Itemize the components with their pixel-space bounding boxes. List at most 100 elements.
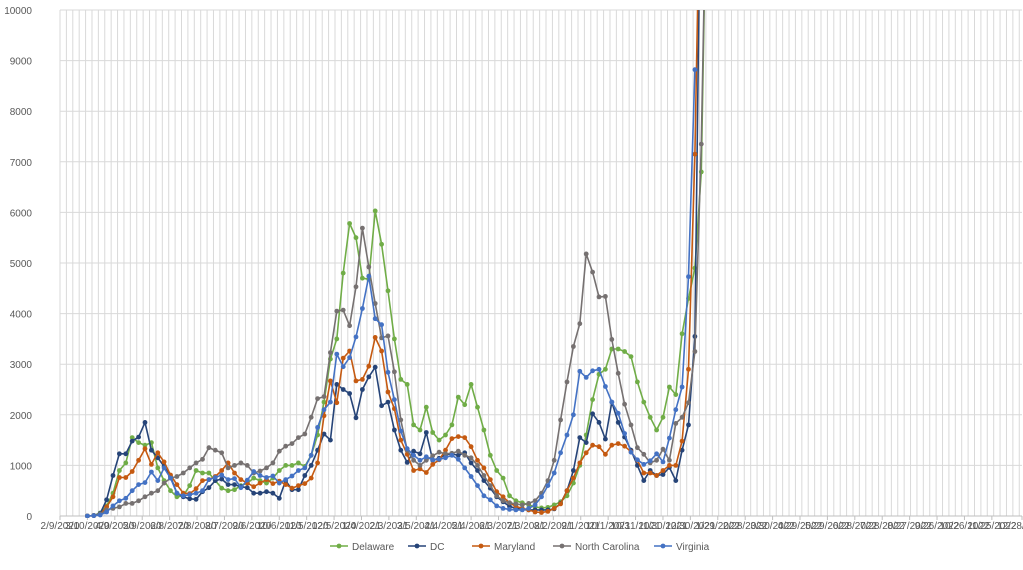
data-point [635,379,640,385]
data-point [417,466,423,472]
data-point [673,392,679,397]
data-point [532,498,538,504]
data-point [155,488,161,494]
data-point [449,436,455,441]
data-point [155,478,161,483]
legend-label: North Carolina [575,542,640,553]
data-point [481,473,487,478]
x-tick-label: 11/30/2021 [638,521,688,532]
data-point [129,488,135,494]
data-point [660,414,666,420]
data-point [328,399,333,405]
data-point [667,463,672,468]
data-point [398,447,404,453]
legend: Delaware DC Maryland North Carolina Virginia [330,542,710,553]
data-point [679,438,685,444]
data-point [372,335,378,340]
data-point [539,510,544,515]
data-point [596,294,602,300]
data-point [475,468,480,473]
data-point [545,483,551,488]
data-point [289,463,295,468]
data-point [200,470,205,476]
data-point [564,432,570,438]
data-point [487,483,493,488]
data-point [372,208,378,214]
data-point [654,451,659,457]
y-tick-label: 9000 [10,57,33,68]
data-point [136,498,142,504]
data-point [654,473,659,478]
data-point [251,484,257,490]
data-point [551,470,557,476]
x-tick-label: 2/3/2021 [369,521,408,532]
series-north-carolina [85,10,705,518]
data-point [500,494,506,500]
data-point [321,431,327,437]
data-point [289,441,295,446]
x-tick-label: 3/30/2022 [750,521,795,532]
data-point [436,456,442,462]
data-point [596,444,602,450]
data-point [372,364,378,370]
data-point [641,470,647,476]
data-point [392,369,397,375]
data-point [577,460,583,466]
data-point [443,447,448,453]
legend-marker [478,543,484,549]
legend-marker [660,543,666,549]
data-point [321,394,327,399]
data-point [686,400,691,406]
data-point [571,475,576,481]
y-tick-label: 2000 [10,411,33,422]
data-point [347,391,352,396]
data-point [577,368,583,374]
data-point [296,487,301,493]
x-tick-label: 11/25/2022 [967,521,1017,532]
x-tick-label: 12/5/2020 [312,521,357,532]
data-point [475,404,480,410]
data-point [622,349,627,354]
y-tick-label: 8000 [10,107,33,118]
series-delaware [85,10,705,518]
series-dc [85,10,700,518]
data-point [129,435,135,440]
data-point [206,445,212,451]
data-point [360,225,365,231]
legend-entry: North Carolina [553,542,640,553]
data-point [590,442,595,448]
data-point [436,449,442,455]
data-point [129,501,135,506]
data-point [692,265,698,271]
data-point [423,470,429,475]
data-point [507,507,512,512]
data-point [411,448,416,454]
data-point [404,446,410,452]
data-point [455,434,461,439]
data-point [532,502,538,508]
data-point [174,474,180,479]
x-tick-label: 1/4/2021 [342,521,381,532]
data-point [296,435,301,440]
x-tick-label: 8/27/2022 [887,521,932,532]
x-tick-label: 10/26/2022 [939,521,989,532]
x-tick-label: 1/29/2022 [696,521,741,532]
data-point [136,440,142,445]
data-point [443,451,448,457]
data-point [417,457,423,463]
data-point [257,468,263,474]
x-tick-label: 8/7/2020 [205,521,244,532]
data-point [583,440,589,445]
data-point [142,494,148,500]
data-point [251,475,257,481]
data-point [647,470,653,476]
data-point [673,478,679,483]
data-point [667,457,672,463]
data-point [449,422,455,428]
data-point [142,480,148,485]
data-point [283,477,289,482]
y-tick-label: 10000 [4,6,32,17]
data-point [308,414,314,420]
data-point [123,460,129,466]
data-point [462,452,468,458]
